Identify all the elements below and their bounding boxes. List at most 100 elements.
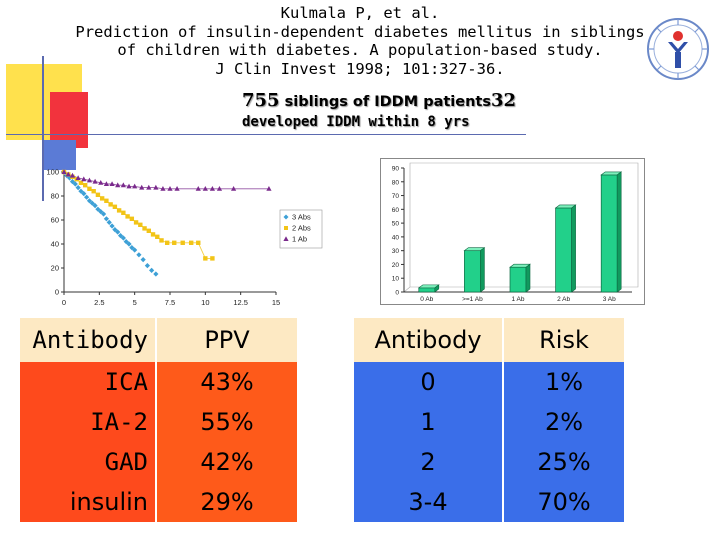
ppv-value-cell: 55% — [156, 402, 299, 442]
data-point — [87, 186, 92, 191]
table-row: ICA 43% — [20, 362, 299, 402]
data-point — [266, 186, 272, 191]
data-point — [104, 198, 109, 203]
survival-y-tick-label: 20 — [51, 264, 59, 273]
data-point — [160, 186, 166, 191]
survival-points — [61, 169, 272, 277]
risk-value-cell: 1% — [503, 362, 624, 402]
table-row: 0 1% — [354, 362, 624, 402]
data-point — [78, 188, 84, 194]
legend-label: 2 Abs — [292, 224, 311, 233]
data-point — [146, 228, 151, 233]
citation-authors: Kulmala P, et al. — [280, 4, 440, 22]
data-point — [149, 267, 155, 273]
subtitle-line1: 755 siblings of IDDM patients32 — [242, 90, 516, 111]
data-point — [203, 256, 208, 261]
bar-side — [571, 204, 576, 293]
bar-category-label: 0 Ab — [420, 296, 433, 303]
data-point — [78, 180, 84, 185]
legend-marker — [283, 236, 289, 241]
table-row: 3-4 70% — [354, 482, 624, 522]
bar-y-tick-label: 30 — [392, 248, 400, 255]
survival-x-tick-label: 10 — [201, 298, 209, 307]
data-point — [117, 233, 124, 239]
bar-category-label: >=1 Ab — [462, 296, 483, 303]
data-point — [142, 226, 147, 231]
data-point — [67, 175, 73, 181]
data-point — [95, 206, 101, 212]
data-point — [109, 181, 115, 186]
bar-side — [525, 263, 531, 293]
survival-y-tick-label: 60 — [51, 216, 59, 225]
bar-y-tick-label: 0 — [395, 290, 399, 297]
bar-y-tick-label: 60 — [392, 207, 400, 214]
subtitle-middle: siblings of IDDM patients — [279, 94, 491, 110]
legend-label: 3 Abs — [292, 213, 311, 222]
risk-antibody-cell: 0 — [354, 362, 504, 402]
citation-title-line1: Prediction of insulin-dependent diabetes… — [75, 22, 645, 41]
survival-y-tick-label: 80 — [51, 192, 59, 201]
data-point — [140, 257, 146, 263]
bar-side — [434, 284, 440, 293]
risk-antibody-cell: 3-4 — [354, 482, 504, 522]
organization-logo — [647, 18, 709, 80]
bar — [509, 266, 527, 293]
data-point — [136, 252, 142, 258]
legend-marker — [284, 226, 288, 230]
data-point — [167, 186, 173, 191]
data-point — [120, 182, 126, 188]
ppv-antibody-cell: insulin — [20, 482, 157, 522]
ppv-header-antibody: Antibody — [20, 318, 157, 362]
survival-x-tick-label: 7.5 — [165, 298, 175, 307]
bar-y-tick-label: 50 — [392, 221, 400, 228]
ppv-value-cell: 42% — [156, 442, 299, 482]
decor-vertical-line — [42, 56, 44, 201]
data-point — [202, 186, 208, 191]
data-point — [100, 211, 107, 217]
bar-category-label: 1 Ab — [511, 296, 524, 303]
data-point — [106, 219, 112, 225]
data-point — [129, 216, 135, 221]
data-point — [89, 200, 95, 206]
data-point — [132, 183, 138, 189]
data-point — [139, 184, 145, 190]
data-point — [159, 238, 164, 243]
data-point — [172, 240, 177, 245]
data-point — [216, 186, 223, 191]
bar — [555, 207, 572, 293]
developed-count: 32 — [490, 90, 517, 111]
survival-legend: 3 Abs 2 Abs 1 Ab — [279, 209, 323, 249]
data-point — [155, 234, 160, 239]
data-point — [138, 222, 143, 227]
data-point — [98, 209, 104, 215]
decor-horizontal-line — [6, 134, 526, 135]
table-row: GAD 42% — [20, 442, 299, 482]
bar-y-tick-label: 80 — [392, 179, 400, 186]
survival-y-tick-label: 40 — [51, 240, 59, 249]
data-point — [115, 229, 121, 235]
data-point — [81, 176, 87, 182]
data-point — [83, 183, 88, 188]
data-point — [120, 235, 126, 241]
data-point — [65, 171, 71, 177]
data-point — [75, 175, 81, 180]
data-point — [209, 186, 215, 191]
data-point — [61, 169, 67, 174]
ppv-value-cell: 43% — [156, 362, 299, 402]
bar — [418, 287, 436, 293]
survival-y-tick-label: 100 — [46, 168, 59, 177]
ppv-header-ppv: PPV — [156, 318, 299, 362]
bar-y-tick-label: 20 — [392, 262, 400, 269]
survival-axes: 0 2.5 5 7.5 10 12.5 15 0 20 40 60 80 100 — [46, 168, 280, 308]
survival-y-tick-label: 0 — [55, 288, 59, 297]
data-point — [144, 263, 150, 269]
risk-value-cell: 25% — [503, 442, 624, 482]
data-point — [125, 214, 130, 219]
citation-block: Kulmala P, et al. Prediction of insulin-… — [60, 4, 660, 78]
data-point — [81, 191, 87, 197]
data-point — [146, 184, 152, 190]
legend-marker — [283, 214, 289, 220]
sibling-count: 755 — [242, 90, 280, 111]
risk-header-risk: Risk — [503, 318, 624, 362]
data-point — [112, 204, 118, 209]
